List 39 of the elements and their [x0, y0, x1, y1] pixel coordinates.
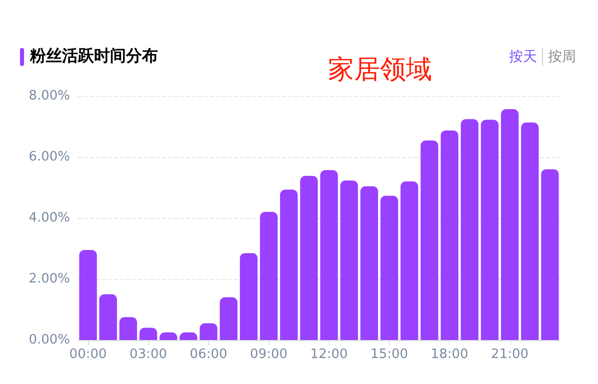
- y-tick-label: 2.00%: [28, 272, 70, 286]
- bar: [360, 186, 378, 340]
- x-tick-label: 15:00: [370, 347, 408, 362]
- bar: [200, 323, 218, 340]
- bar: [220, 297, 238, 340]
- text: 按天: [509, 48, 537, 66]
- bar: [400, 181, 418, 340]
- x-tick-label: 09:00: [250, 347, 288, 362]
- bar: [460, 119, 478, 340]
- bar: [541, 169, 559, 340]
- bar: [300, 176, 318, 340]
- x-tick-label: 12:00: [310, 347, 348, 362]
- bar: [79, 250, 97, 340]
- x-tick-label: 03:00: [130, 347, 168, 362]
- x-tick-label: 21:00: [491, 347, 529, 362]
- x-tick-label: 06:00: [190, 347, 228, 362]
- bar: [99, 294, 117, 340]
- y-tick-label: 0.00%: [28, 332, 70, 348]
- bar: [480, 120, 499, 340]
- bar: [440, 130, 458, 340]
- bar: [240, 253, 258, 340]
- bar: [139, 328, 158, 340]
- bar: [320, 170, 338, 340]
- bar: [280, 190, 298, 340]
- text: 家居领域: [328, 54, 432, 87]
- text: 按周: [542, 48, 576, 66]
- y-tick-label: 8.00%: [28, 88, 70, 104]
- x-tick-label: 18:00: [430, 347, 468, 362]
- chart-title: 粉丝活跃时间分布: [30, 46, 158, 67]
- bar: [260, 212, 278, 340]
- bar: [380, 196, 398, 340]
- x-tick-label: 00:00: [69, 347, 107, 362]
- bar: [500, 109, 519, 340]
- y-tick-label: 6.00%: [28, 150, 70, 164]
- bar: [340, 180, 358, 340]
- bar: [119, 317, 138, 340]
- bar: [420, 140, 438, 340]
- bar: [521, 122, 539, 340]
- y-tick-label: 4.00%: [28, 210, 70, 226]
